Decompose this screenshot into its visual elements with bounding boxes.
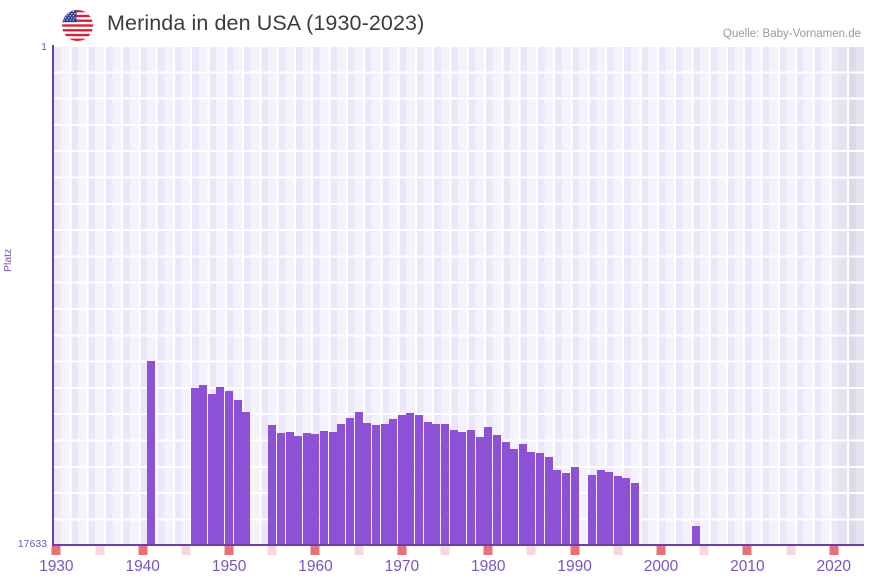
bar[interactable] xyxy=(561,473,570,545)
bar[interactable] xyxy=(337,424,346,545)
bar[interactable] xyxy=(207,394,216,545)
x-axis-tick-mark xyxy=(483,546,493,555)
x-axis-tick-mark xyxy=(570,546,580,555)
bar[interactable] xyxy=(423,422,432,545)
x-axis-tick-mark xyxy=(354,546,364,555)
x-axis-tick-label: 2000 xyxy=(643,558,679,575)
chart-plot-area xyxy=(52,45,864,545)
bar[interactable] xyxy=(346,418,355,545)
bar[interactable] xyxy=(147,361,156,545)
bar[interactable] xyxy=(406,413,415,545)
y-axis-tick-label-bottom: 17633 xyxy=(17,538,47,550)
x-axis-tick-mark xyxy=(95,546,104,555)
bar[interactable] xyxy=(380,424,389,545)
bar[interactable] xyxy=(268,425,277,545)
bar[interactable] xyxy=(415,415,424,545)
bar[interactable] xyxy=(518,444,527,545)
bar[interactable] xyxy=(449,430,458,545)
bar[interactable] xyxy=(320,431,329,545)
bar[interactable] xyxy=(691,526,700,545)
bar[interactable] xyxy=(458,432,467,545)
grid-lines xyxy=(52,45,864,545)
bar[interactable] xyxy=(389,419,398,545)
bar[interactable] xyxy=(441,424,450,545)
x-axis-tick-label: 1970 xyxy=(384,558,420,575)
x-axis-tick-mark xyxy=(310,546,320,555)
bar[interactable] xyxy=(225,391,234,545)
bar[interactable] xyxy=(510,449,519,545)
chart-source-label: Quelle: Baby-Vornamen.de xyxy=(722,28,861,40)
x-axis-tick-mark xyxy=(786,546,796,555)
x-axis-tick-mark xyxy=(440,546,450,555)
us-flag-circle-icon xyxy=(62,10,93,41)
bar[interactable] xyxy=(570,467,579,545)
bar[interactable] xyxy=(285,432,294,545)
bar[interactable] xyxy=(587,475,596,545)
y-axis-tick-label-top: 1 xyxy=(41,41,47,53)
bar[interactable] xyxy=(553,470,562,545)
bar[interactable] xyxy=(432,424,441,545)
bar[interactable] xyxy=(233,400,242,545)
y-axis-title: Platz xyxy=(2,248,14,272)
bar[interactable] xyxy=(311,434,320,545)
chart-header: Merinda in den USA (1930-2023) Quelle: B… xyxy=(0,0,873,45)
x-axis-tick-label: 2020 xyxy=(816,558,852,575)
bar[interactable] xyxy=(544,457,553,545)
bar[interactable] xyxy=(371,425,380,545)
bar[interactable] xyxy=(492,435,501,545)
bar[interactable] xyxy=(536,453,545,545)
x-axis-tick-label: 2010 xyxy=(730,558,765,575)
bar[interactable] xyxy=(501,442,510,545)
x-axis-tick-label: 1940 xyxy=(125,558,160,575)
bar[interactable] xyxy=(363,423,372,545)
bar[interactable] xyxy=(216,387,225,545)
bar[interactable] xyxy=(613,476,622,545)
bar[interactable] xyxy=(242,412,251,545)
x-axis-tick-label: 1930 xyxy=(39,558,74,575)
x-axis-tick-mark xyxy=(181,546,191,555)
x-axis-tick-mark xyxy=(51,546,61,555)
bar[interactable] xyxy=(605,472,614,545)
y-axis-line xyxy=(52,45,54,545)
bar-series xyxy=(52,45,864,545)
x-axis-tick-mark xyxy=(742,546,752,555)
x-axis-tick-label: 1950 xyxy=(211,558,247,575)
x-axis-tick-label: 1980 xyxy=(470,558,506,575)
bar[interactable] xyxy=(596,470,605,545)
x-axis-tick-mark xyxy=(397,546,407,555)
bar[interactable] xyxy=(302,433,311,545)
bar[interactable] xyxy=(622,478,631,545)
x-axis-tick-mark xyxy=(829,546,839,555)
x-axis-tick-mark xyxy=(613,546,623,555)
x-axis-tick-mark xyxy=(699,546,709,555)
x-axis-tick-mark xyxy=(656,546,666,555)
x-axis-tick-mark xyxy=(526,546,536,555)
x-axis-line xyxy=(52,544,864,546)
bar[interactable] xyxy=(475,437,484,545)
bar[interactable] xyxy=(631,483,640,545)
bar[interactable] xyxy=(199,385,208,545)
bar[interactable] xyxy=(397,415,406,545)
bar[interactable] xyxy=(294,436,303,545)
x-axis-tick-mark xyxy=(224,546,234,555)
bar[interactable] xyxy=(466,430,475,545)
bar[interactable] xyxy=(276,433,285,545)
x-axis-tick-label: 1960 xyxy=(298,558,333,575)
x-axis-tick-label: 1990 xyxy=(557,558,592,575)
bar[interactable] xyxy=(190,388,199,545)
bar[interactable] xyxy=(328,432,337,545)
bar[interactable] xyxy=(484,427,493,545)
bar[interactable] xyxy=(354,412,363,545)
page-title: Merinda in den USA (1930-2023) xyxy=(107,11,425,35)
x-axis-tick-mark xyxy=(138,546,148,555)
bar[interactable] xyxy=(527,452,536,545)
x-axis-tick-mark xyxy=(267,546,277,555)
